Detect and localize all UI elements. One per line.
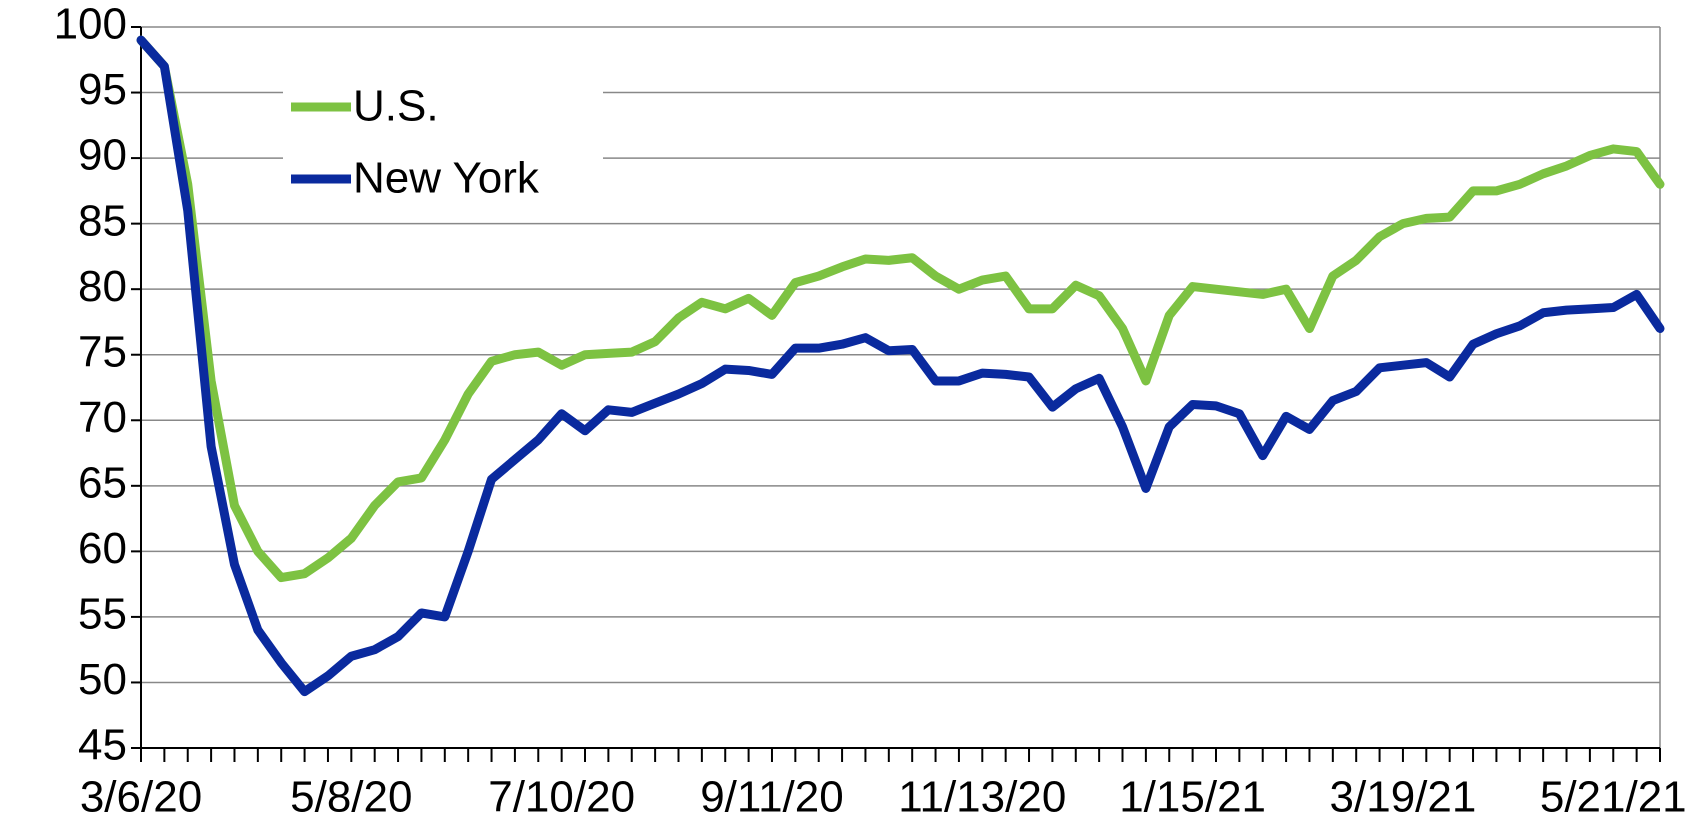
x-tick-label: 7/10/20 bbox=[488, 773, 635, 822]
x-tick-label: 3/6/20 bbox=[80, 773, 202, 822]
x-tick-label: 1/15/21 bbox=[1119, 773, 1266, 822]
y-tick-label: 95 bbox=[78, 65, 127, 114]
y-tick-label: 45 bbox=[78, 721, 127, 770]
x-tick-label: 9/11/20 bbox=[700, 773, 844, 822]
y-tick-label: 60 bbox=[78, 524, 127, 573]
legend-box bbox=[283, 67, 603, 217]
y-tick-label: 100 bbox=[54, 0, 127, 49]
line-series bbox=[136, 35, 1665, 583]
y-tick-label: 70 bbox=[78, 393, 127, 442]
legend-label: New York bbox=[353, 154, 540, 203]
y-tick-label: 80 bbox=[78, 262, 127, 311]
y-tick-label: 75 bbox=[78, 327, 127, 376]
y-tick-label: 90 bbox=[78, 131, 127, 180]
y-tick-label: 85 bbox=[78, 196, 127, 245]
y-tick-label: 55 bbox=[78, 590, 127, 639]
y-tick-label: 65 bbox=[78, 458, 127, 507]
legend-label: U.S. bbox=[353, 82, 439, 131]
line-series bbox=[136, 35, 1665, 697]
x-tick-label: 5/21/21 bbox=[1540, 773, 1685, 822]
y-tick-label: 50 bbox=[78, 655, 127, 704]
x-tick-label: 3/19/21 bbox=[1330, 773, 1477, 822]
x-tick-label: 11/13/20 bbox=[898, 773, 1066, 822]
x-tick-label: 5/8/20 bbox=[290, 773, 412, 822]
